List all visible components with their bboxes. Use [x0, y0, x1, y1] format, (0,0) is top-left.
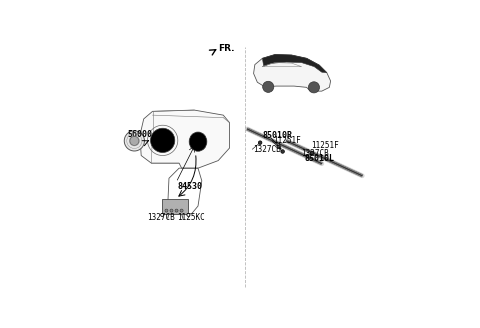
Text: 1327CB: 1327CB: [253, 145, 281, 154]
Ellipse shape: [189, 132, 207, 151]
Circle shape: [180, 209, 183, 212]
Text: 56000: 56000: [128, 130, 153, 138]
Circle shape: [161, 214, 164, 216]
Polygon shape: [140, 110, 229, 168]
Text: 84530: 84530: [177, 182, 202, 191]
Polygon shape: [253, 54, 331, 91]
Circle shape: [281, 150, 284, 153]
Circle shape: [151, 128, 175, 153]
Text: FR.: FR.: [218, 44, 235, 53]
Circle shape: [187, 214, 190, 216]
Polygon shape: [263, 54, 327, 73]
Circle shape: [124, 131, 144, 151]
Text: 1125KC: 1125KC: [177, 213, 205, 222]
Circle shape: [308, 82, 320, 93]
Circle shape: [130, 136, 139, 145]
Circle shape: [263, 81, 274, 92]
Text: 1327CB: 1327CB: [147, 213, 175, 222]
Text: 11251F: 11251F: [311, 141, 339, 150]
Text: 85010R: 85010R: [263, 131, 292, 140]
Text: 11251F: 11251F: [273, 136, 301, 145]
Circle shape: [170, 209, 173, 212]
Circle shape: [175, 209, 178, 212]
Circle shape: [311, 151, 314, 155]
Circle shape: [165, 209, 168, 212]
Text: 85010L: 85010L: [304, 154, 334, 163]
Text: 1327CB: 1327CB: [301, 149, 329, 158]
Circle shape: [258, 141, 262, 144]
FancyBboxPatch shape: [162, 199, 189, 214]
